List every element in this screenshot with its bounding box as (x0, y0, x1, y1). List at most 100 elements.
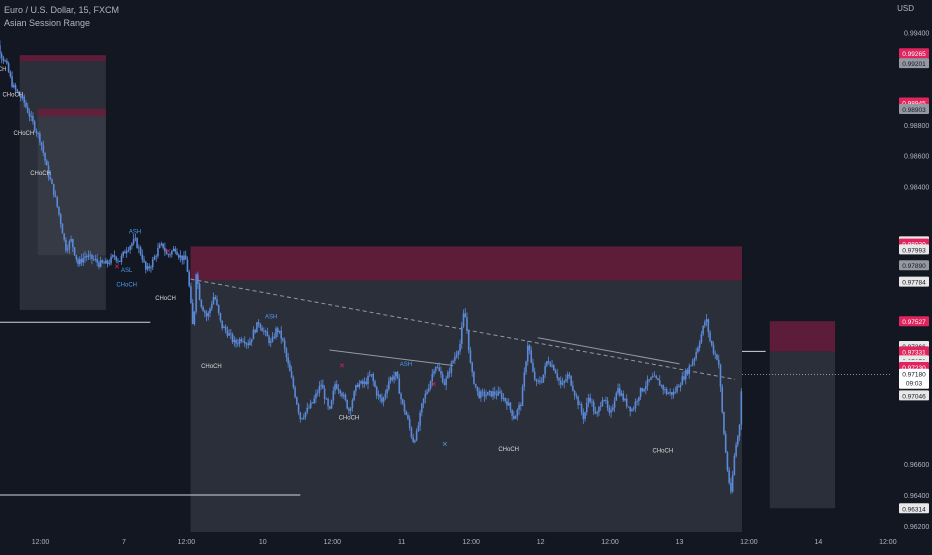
candle-body-275 (464, 313, 467, 318)
candle-body-51 (75, 255, 78, 260)
candle-body-47 (68, 241, 71, 249)
candle-body-301 (509, 402, 512, 410)
candle-body-86 (136, 238, 138, 249)
candle-body-28 (35, 130, 38, 134)
candle-body-62 (94, 258, 97, 260)
candle-body-266 (448, 372, 451, 374)
candle-body-248 (417, 425, 420, 431)
candle-body-216 (362, 381, 364, 384)
candle-body-363 (617, 388, 619, 393)
candle-body-294 (497, 391, 500, 396)
candle-body-65 (99, 260, 102, 267)
candle-body-107 (172, 248, 175, 251)
candle-body-378 (643, 389, 645, 392)
candle-body-45 (65, 239, 67, 251)
candle-body-110 (177, 254, 180, 258)
candle-body-282 (476, 386, 479, 392)
candle-body-177 (294, 387, 296, 398)
x-tick-label-7: 12 (537, 539, 545, 546)
price-tag-12 (899, 346, 929, 357)
candle-body-132 (216, 299, 218, 305)
trendline-0 (190, 278, 736, 380)
supply-zone-6 (769, 321, 836, 352)
candle-body-349 (592, 401, 595, 412)
candle-body-260 (438, 367, 441, 372)
candle-body-100 (160, 243, 163, 245)
candle-body-240 (403, 403, 406, 412)
candle-body-302 (511, 409, 513, 417)
candle-body-244 (410, 427, 413, 438)
candle-body-300 (507, 402, 510, 406)
candle-body-422 (719, 364, 722, 387)
candle-body-136 (223, 326, 225, 329)
candle-body-359 (610, 410, 612, 413)
candle-body-284 (480, 391, 482, 398)
candle-body-147 (242, 341, 244, 342)
candle-body-13 (9, 72, 12, 77)
candle-body-257 (433, 371, 435, 374)
candle-body-241 (405, 411, 408, 416)
y-tick-label-1: 0.98800 (904, 123, 929, 130)
candle-body-72 (111, 255, 114, 257)
candle-body-258 (434, 367, 437, 372)
candle-body-127 (207, 312, 210, 317)
candle-body-327 (554, 370, 557, 374)
candle-body-56 (84, 256, 86, 258)
candle-body-251 (422, 398, 425, 404)
y-tick-label-6: 0.96600 (904, 462, 929, 469)
price-tag-8 (899, 260, 929, 271)
candle-body-345 (585, 402, 588, 413)
candle-body-290 (490, 391, 493, 397)
candle-body-255 (429, 381, 432, 389)
candle-body-230 (386, 389, 388, 394)
candle-body-339 (575, 395, 578, 397)
candle-body-7 (0, 45, 1, 54)
candle-body-434 (740, 391, 743, 425)
candle-body-272 (459, 344, 461, 352)
candle-body-418 (712, 345, 715, 354)
symbol-title[interactable]: Euro / U.S. Dollar, 15, FXCM (4, 5, 120, 15)
candle-body-20 (21, 96, 24, 99)
candle-body-9 (2, 58, 5, 61)
candle-body-385 (655, 375, 658, 379)
signal-marker-2: ✕ (339, 363, 345, 370)
current-price-value: 0.97180 (902, 372, 926, 379)
candle-body-225 (377, 394, 380, 396)
candle-body-178 (296, 397, 298, 405)
candle-body-126 (205, 312, 208, 317)
price-tag-label-1: 0.99201 (902, 61, 926, 68)
candle-body-41 (58, 206, 60, 215)
candle-body-364 (618, 388, 621, 396)
candle-body-259 (436, 367, 439, 368)
indicator-name[interactable]: Asian Session Range (4, 18, 91, 28)
candle-body-427 (728, 470, 730, 483)
candle-body-253 (426, 391, 428, 394)
candle-body-417 (710, 340, 713, 346)
candle-body-273 (460, 326, 463, 345)
candle-body-262 (441, 374, 444, 383)
candle-body-391 (665, 389, 668, 395)
candle-body-213 (356, 385, 359, 387)
candle-body-145 (238, 339, 241, 344)
candle-body-192 (320, 384, 322, 387)
candle-body-53 (78, 258, 81, 265)
candle-body-298 (504, 397, 506, 402)
candle-body-201 (335, 384, 338, 389)
candle-body-111 (179, 255, 182, 258)
structure-label-1: CHoCH (2, 92, 23, 98)
trendline-1 (329, 349, 454, 366)
candle-body-193 (322, 384, 324, 389)
candle-body-410 (698, 342, 701, 348)
chart-legend: Euro / U.S. Dollar, 15, FXCM Asian Sessi… (4, 4, 119, 30)
structure-label-6: CHoCH (116, 283, 137, 289)
price-tag-label-10: 0.97527 (902, 319, 926, 326)
candle-body-306 (518, 404, 520, 410)
candle-body-36 (49, 177, 52, 180)
x-tick-label-1: 7 (122, 539, 126, 546)
candle-body-93 (148, 266, 151, 269)
candle-body-369 (627, 406, 630, 408)
y-tick-label-0: 0.99400 (904, 30, 929, 37)
candle-body-362 (615, 392, 618, 401)
